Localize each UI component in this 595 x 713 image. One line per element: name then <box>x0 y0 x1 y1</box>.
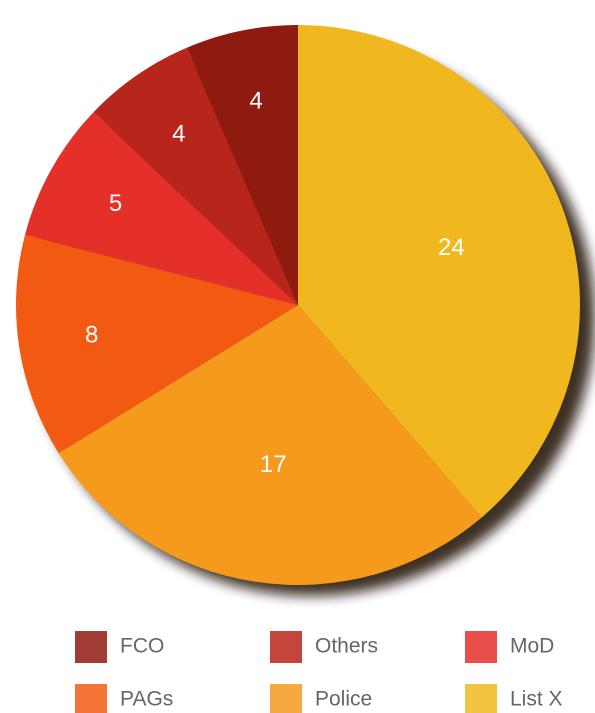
slice-label: 24 <box>438 234 465 261</box>
pie: 24 17 8 5 4 4 <box>15 25 580 585</box>
slice-label: 8 <box>85 322 98 349</box>
legend-swatch <box>465 684 497 713</box>
slice-label: 4 <box>172 120 185 147</box>
legend-label: FCO <box>120 635 164 658</box>
legend-label: Others <box>315 635 378 658</box>
legend: FCO Others MoD PAGs Police List X <box>75 631 563 713</box>
pie-slice <box>186 25 298 305</box>
legend-label: Police <box>315 688 372 711</box>
slice-label: 5 <box>109 190 122 217</box>
legend-label: MoD <box>510 635 554 658</box>
legend-label: List X <box>510 688 563 711</box>
slice-label: 4 <box>249 87 262 114</box>
pie-slice <box>15 234 298 454</box>
legend-swatch <box>270 684 302 713</box>
legend-swatch <box>75 684 107 713</box>
legend-swatch <box>270 631 302 663</box>
legend-swatch <box>465 631 497 663</box>
legend-label: PAGs <box>120 688 173 711</box>
pie-slice <box>25 112 298 305</box>
pie-slice <box>93 47 299 306</box>
legend-swatch <box>75 631 107 663</box>
slice-label: 17 <box>260 451 287 478</box>
pie-slice <box>58 305 482 585</box>
pie-slice <box>298 25 580 518</box>
